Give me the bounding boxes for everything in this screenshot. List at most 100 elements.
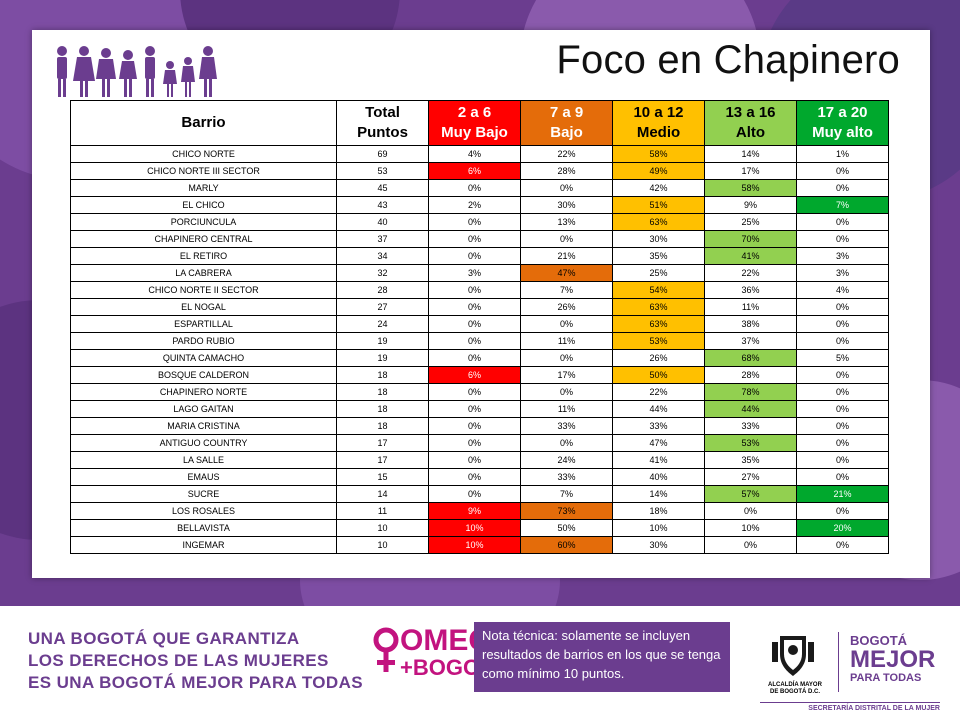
table-row: EL RETIRO 34 0% 21% 35% 41% 3% bbox=[70, 247, 889, 265]
barrio-cell: BOSQUE CALDERON bbox=[70, 366, 337, 384]
percent-cell: 0% bbox=[796, 468, 889, 486]
percent-cell: 1% bbox=[796, 145, 889, 163]
venus-icon bbox=[373, 627, 399, 672]
percent-cell: 30% bbox=[520, 196, 613, 214]
header-level: Medio bbox=[636, 124, 681, 141]
percent-cell: 0% bbox=[796, 383, 889, 401]
percent-cell: 9% bbox=[704, 196, 797, 214]
percent-cell: 6% bbox=[428, 162, 521, 180]
barrio-cell: CHAPINERO CENTRAL bbox=[70, 230, 337, 248]
percent-cell: 58% bbox=[612, 145, 705, 163]
percent-cell: 0% bbox=[428, 247, 521, 265]
percent-cell: 0% bbox=[704, 536, 797, 554]
table-row: LA SALLE 17 0% 24% 41% 35% 0% bbox=[70, 451, 889, 469]
percent-cell: 0% bbox=[796, 162, 889, 180]
total-cell: 18 bbox=[336, 366, 429, 384]
total-cell: 14 bbox=[336, 485, 429, 503]
percent-cell: 7% bbox=[520, 281, 613, 299]
percent-cell: 0% bbox=[520, 383, 613, 401]
percent-cell: 0% bbox=[428, 332, 521, 350]
percent-cell: 35% bbox=[704, 451, 797, 469]
table-row: CHAPINERO NORTE 18 0% 0% 22% 78% 0% bbox=[70, 383, 889, 401]
percent-cell: 7% bbox=[520, 485, 613, 503]
percent-cell: 0% bbox=[796, 332, 889, 350]
data-table: Barrio Total Puntos 2 a 6 Muy Bajo 7 a 9… bbox=[70, 100, 889, 554]
table-row: SUCRE 14 0% 7% 14% 57% 21% bbox=[70, 485, 889, 503]
percent-cell: 10% bbox=[704, 519, 797, 537]
percent-cell: 25% bbox=[612, 264, 705, 282]
barrio-cell: LOS ROSALES bbox=[70, 502, 337, 520]
percent-cell: 4% bbox=[796, 281, 889, 299]
percent-cell: 4% bbox=[428, 145, 521, 163]
barrio-cell: MARLY bbox=[70, 179, 337, 197]
total-cell: 24 bbox=[336, 315, 429, 333]
percent-cell: 17% bbox=[704, 162, 797, 180]
percent-cell: 41% bbox=[704, 247, 797, 265]
coat-of-arms-icon bbox=[772, 636, 814, 676]
barrio-cell: BELLAVISTA bbox=[70, 519, 337, 537]
header-total-line2: Puntos bbox=[357, 124, 408, 141]
barrio-cell: ESPARTILLAL bbox=[70, 315, 337, 333]
barrio-cell: EMAUS bbox=[70, 468, 337, 486]
percent-cell: 0% bbox=[796, 298, 889, 316]
para-todas-text: PARA TODAS bbox=[850, 672, 922, 684]
barrio-cell: INGEMAR bbox=[70, 536, 337, 554]
total-cell: 10 bbox=[336, 536, 429, 554]
percent-cell: 3% bbox=[796, 264, 889, 282]
barrio-cell: CHICO NORTE bbox=[70, 145, 337, 163]
percent-cell: 0% bbox=[796, 179, 889, 197]
table-row: INGEMAR 10 10% 60% 30% 0% 0% bbox=[70, 536, 889, 554]
percent-cell: 35% bbox=[612, 247, 705, 265]
table-row: CHICO NORTE II SECTOR 28 0% 7% 54% 36% 4% bbox=[70, 281, 889, 299]
percent-cell: 0% bbox=[428, 281, 521, 299]
percent-cell: 22% bbox=[612, 383, 705, 401]
table-row: QUINTA CAMACHO 19 0% 0% 26% 68% 5% bbox=[70, 349, 889, 367]
mejor-text: MEJOR bbox=[850, 646, 936, 673]
total-cell: 32 bbox=[336, 264, 429, 282]
barrio-cell: MARIA CRISTINA bbox=[70, 417, 337, 435]
percent-cell: 63% bbox=[612, 315, 705, 333]
percent-cell: 27% bbox=[704, 468, 797, 486]
percent-cell: 10% bbox=[428, 519, 521, 537]
percent-cell: 0% bbox=[428, 485, 521, 503]
header-bajo: 7 a 9 Bajo bbox=[520, 100, 613, 146]
percent-cell: 50% bbox=[520, 519, 613, 537]
percent-cell: 0% bbox=[520, 349, 613, 367]
secretaria-text: SECRETARÍA DISTRITAL DE LA MUJER bbox=[760, 702, 940, 712]
percent-cell: 21% bbox=[796, 485, 889, 503]
table-row: EMAUS 15 0% 33% 40% 27% 0% bbox=[70, 468, 889, 486]
total-cell: 19 bbox=[336, 349, 429, 367]
percent-cell: 0% bbox=[796, 502, 889, 520]
header-range: 10 a 12 bbox=[633, 104, 684, 121]
percent-cell: 40% bbox=[612, 468, 705, 486]
barrio-cell: CHICO NORTE II SECTOR bbox=[70, 281, 337, 299]
percent-cell: 47% bbox=[520, 264, 613, 282]
percent-cell: 20% bbox=[796, 519, 889, 537]
percent-cell: 30% bbox=[612, 230, 705, 248]
total-cell: 10 bbox=[336, 519, 429, 537]
percent-cell: 0% bbox=[428, 417, 521, 435]
total-cell: 17 bbox=[336, 434, 429, 452]
percent-cell: 33% bbox=[612, 417, 705, 435]
total-cell: 18 bbox=[336, 400, 429, 418]
percent-cell: 24% bbox=[520, 451, 613, 469]
barrio-cell: SUCRE bbox=[70, 485, 337, 503]
total-cell: 43 bbox=[336, 196, 429, 214]
percent-cell: 47% bbox=[612, 434, 705, 452]
percent-cell: 0% bbox=[796, 434, 889, 452]
total-cell: 18 bbox=[336, 417, 429, 435]
table-row: BELLAVISTA 10 10% 50% 10% 10% 20% bbox=[70, 519, 889, 537]
table-row: CHAPINERO CENTRAL 37 0% 0% 30% 70% 0% bbox=[70, 230, 889, 248]
percent-cell: 3% bbox=[796, 247, 889, 265]
total-cell: 15 bbox=[336, 468, 429, 486]
total-cell: 34 bbox=[336, 247, 429, 265]
percent-cell: 0% bbox=[428, 179, 521, 197]
percent-cell: 51% bbox=[612, 196, 705, 214]
percent-cell: 70% bbox=[704, 230, 797, 248]
percent-cell: 11% bbox=[520, 332, 613, 350]
percent-cell: 0% bbox=[428, 451, 521, 469]
percent-cell: 13% bbox=[520, 213, 613, 231]
slide-panel: Foco en Chapinero Barrio Total Puntos 2 … bbox=[32, 30, 930, 578]
header-level: Bajo bbox=[550, 124, 583, 141]
header-muy-bajo: 2 a 6 Muy Bajo bbox=[428, 100, 521, 146]
